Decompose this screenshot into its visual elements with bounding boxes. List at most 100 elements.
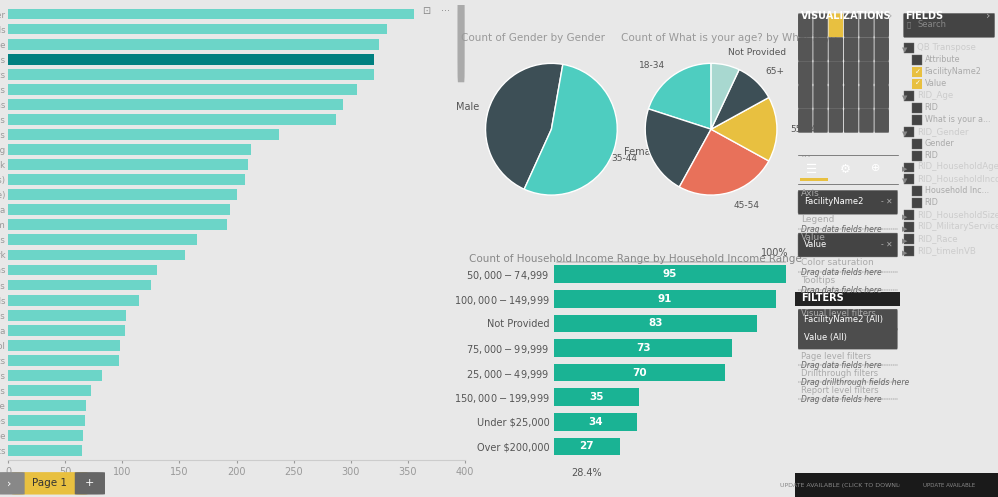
Bar	[8, 415, 85, 426]
Text: 65+: 65+	[765, 67, 784, 76]
FancyBboxPatch shape	[813, 109, 827, 133]
Text: RID: RID	[924, 198, 938, 207]
FancyBboxPatch shape	[904, 91, 914, 101]
Text: UPDATE AVAILABLE (CLICK TO DOWNLOAD): UPDATE AVAILABLE (CLICK TO DOWNLOAD)	[780, 483, 915, 488]
Text: ...: ...	[800, 149, 811, 159]
FancyBboxPatch shape	[813, 85, 827, 109]
Text: Drag data fields here: Drag data fields here	[800, 225, 881, 234]
Text: 100%: 100%	[761, 248, 788, 258]
Text: FacilityName2: FacilityName2	[924, 67, 981, 76]
FancyBboxPatch shape	[874, 13, 889, 37]
Text: 🔍: 🔍	[907, 21, 911, 28]
Text: Search: Search	[918, 20, 947, 29]
FancyBboxPatch shape	[798, 13, 812, 37]
FancyBboxPatch shape	[844, 109, 858, 133]
Text: FILTERS: FILTERS	[800, 293, 843, 303]
Wedge shape	[524, 64, 617, 195]
Text: ›: ›	[986, 11, 991, 21]
Text: 73: 73	[636, 343, 651, 353]
Text: ···: ···	[441, 6, 450, 16]
FancyBboxPatch shape	[904, 174, 914, 184]
Bar	[8, 39, 379, 50]
Text: Count of Household Income Range by Household Income Range: Count of Household Income Range by House…	[469, 254, 801, 264]
Text: ✓: ✓	[915, 81, 921, 86]
Bar	[8, 280, 151, 290]
FancyBboxPatch shape	[859, 109, 873, 133]
FancyBboxPatch shape	[795, 292, 900, 306]
Wedge shape	[649, 63, 711, 129]
Wedge shape	[486, 63, 563, 189]
Bar	[8, 445, 82, 456]
Text: Page level filters: Page level filters	[800, 352, 871, 361]
FancyBboxPatch shape	[859, 61, 873, 85]
FancyBboxPatch shape	[904, 222, 914, 232]
Text: Count of Gender by Gender: Count of Gender by Gender	[461, 33, 605, 43]
FancyBboxPatch shape	[903, 13, 995, 37]
FancyBboxPatch shape	[828, 109, 843, 133]
Text: Visual level filters: Visual level filters	[800, 309, 875, 318]
Text: Color saturation: Color saturation	[800, 258, 873, 267]
FancyBboxPatch shape	[813, 37, 827, 61]
Text: 27: 27	[580, 441, 594, 451]
Text: ✓: ✓	[915, 69, 921, 75]
Bar	[8, 249, 185, 260]
Bar	[554, 364, 725, 382]
FancyBboxPatch shape	[798, 37, 812, 61]
Wedge shape	[711, 63, 740, 129]
Text: Gender: Gender	[924, 139, 954, 148]
Text: 18-34: 18-34	[639, 61, 665, 70]
Text: Drag data fields here: Drag data fields here	[800, 395, 881, 404]
FancyBboxPatch shape	[0, 472, 25, 495]
Text: Drag data fields here: Drag data fields here	[800, 286, 881, 295]
Bar	[8, 219, 228, 230]
Bar	[554, 339, 733, 357]
Text: Not Provided: Not Provided	[729, 48, 786, 57]
FancyBboxPatch shape	[904, 234, 914, 244]
Text: RID_HouseholdAges: RID_HouseholdAges	[917, 163, 998, 171]
Text: 95: 95	[663, 269, 678, 279]
Bar	[8, 69, 373, 80]
Text: VISUALIZATIONS: VISUALIZATIONS	[800, 11, 891, 21]
Bar	[554, 388, 640, 406]
Text: RID: RID	[924, 103, 938, 112]
Text: RID_Gender: RID_Gender	[917, 127, 968, 136]
Text: Attribute: Attribute	[924, 55, 960, 64]
Text: Count of What is your age? by What is yo...: Count of What is your age? by What is yo…	[621, 33, 846, 43]
Wedge shape	[711, 70, 768, 129]
Text: RID_Age: RID_Age	[917, 91, 953, 100]
Text: RID_HouseholdInco...: RID_HouseholdInco...	[917, 174, 998, 183]
Text: Value: Value	[924, 79, 947, 88]
Text: Report level filters: Report level filters	[800, 386, 878, 395]
FancyBboxPatch shape	[904, 246, 914, 256]
FancyBboxPatch shape	[912, 198, 922, 208]
Bar	[8, 99, 342, 110]
Text: ›: ›	[887, 11, 892, 21]
Text: Female: Female	[624, 147, 659, 157]
Text: 35-44: 35-44	[612, 154, 638, 163]
FancyBboxPatch shape	[912, 103, 922, 113]
Bar	[8, 54, 373, 65]
Text: ⊡: ⊡	[421, 6, 430, 16]
Bar	[8, 370, 102, 381]
Bar	[8, 24, 387, 34]
Bar	[8, 84, 356, 95]
Bar	[8, 159, 248, 170]
Text: - ✕: - ✕	[881, 197, 893, 206]
FancyBboxPatch shape	[912, 139, 922, 149]
Bar	[8, 189, 237, 200]
FancyBboxPatch shape	[912, 186, 922, 196]
FancyBboxPatch shape	[859, 13, 873, 37]
Text: What is your a...: What is your a...	[924, 115, 990, 124]
Text: ▼: ▼	[902, 47, 907, 53]
FancyBboxPatch shape	[798, 190, 897, 214]
Text: - ✕: - ✕	[881, 240, 893, 249]
Wedge shape	[646, 109, 711, 187]
Text: 83: 83	[648, 319, 663, 329]
FancyBboxPatch shape	[912, 151, 922, 161]
Text: ▶: ▶	[902, 166, 907, 172]
Text: Value: Value	[800, 233, 825, 242]
FancyBboxPatch shape	[75, 472, 105, 495]
FancyBboxPatch shape	[904, 43, 914, 53]
Bar	[8, 340, 120, 351]
FancyBboxPatch shape	[457, 0, 465, 83]
